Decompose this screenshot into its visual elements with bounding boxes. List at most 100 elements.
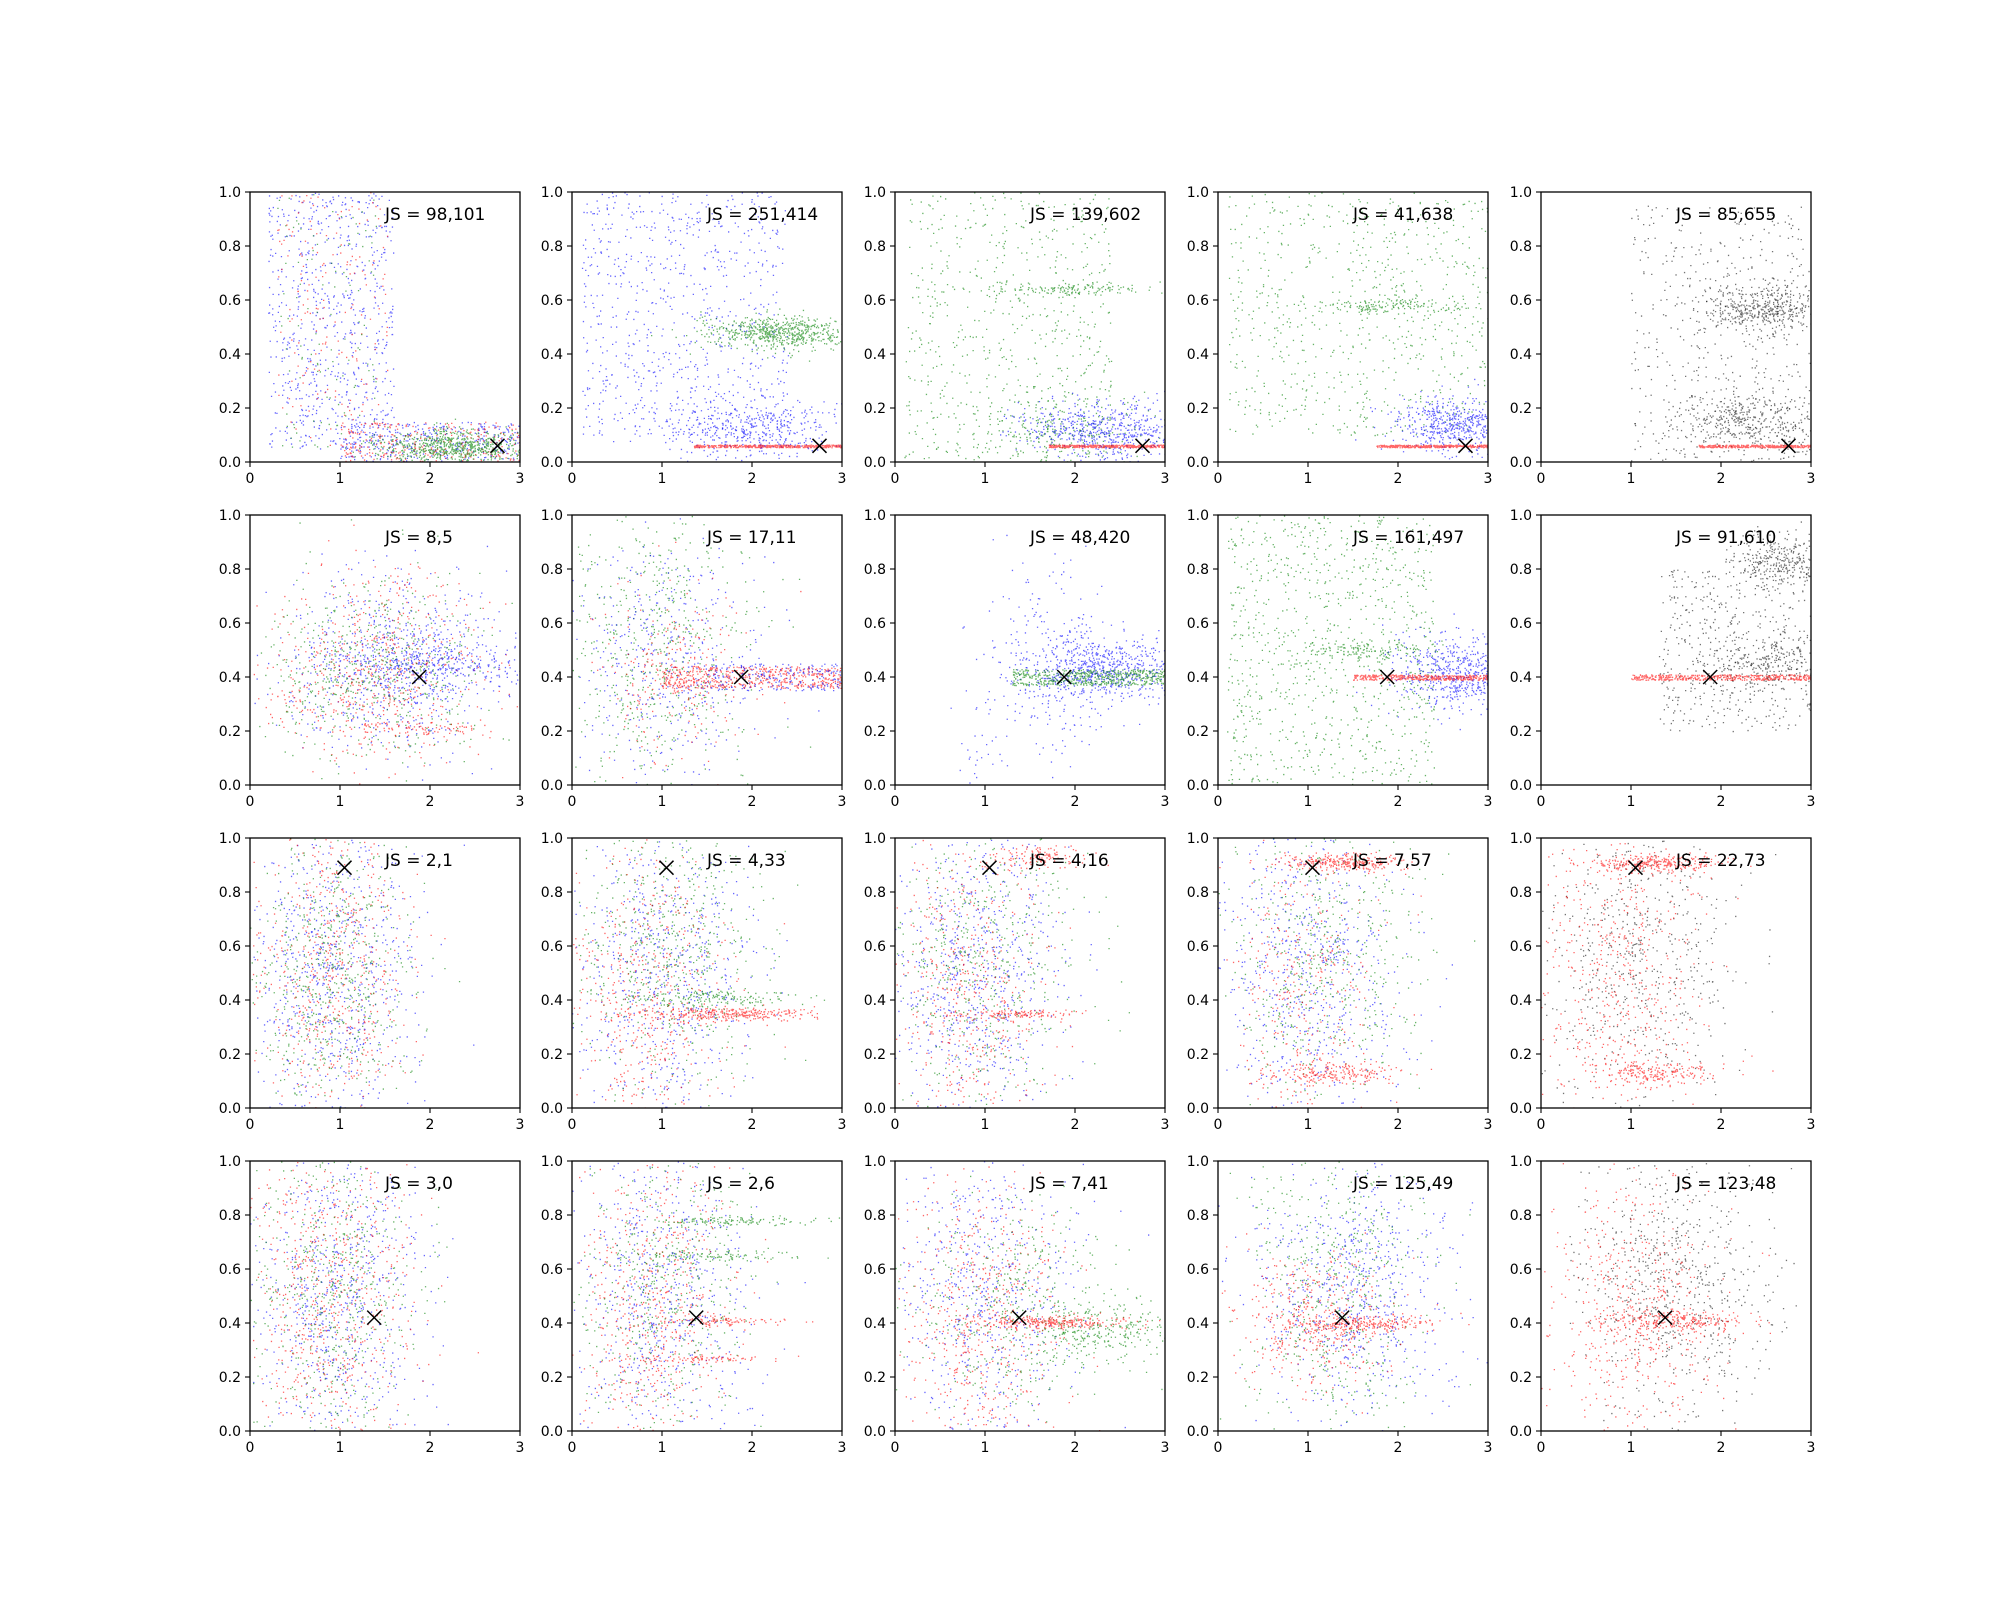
y-tick-label: 0.8 <box>1187 562 1209 578</box>
js-annotation: JS = 91,610 <box>1675 528 1776 548</box>
y-tick-label: 0.0 <box>1510 455 1532 471</box>
x-tick-label: 0 <box>891 1117 900 1133</box>
y-tick-label: 0.0 <box>1510 778 1532 794</box>
y-tick-label: 0.8 <box>1510 239 1532 255</box>
x-marker-icon <box>366 1310 382 1326</box>
y-tick-label: 0.0 <box>219 455 241 471</box>
y-tick-label: 0.6 <box>219 1262 241 1278</box>
scatter-points <box>1218 1161 1488 1431</box>
js-annotation: JS = 4,16 <box>1029 851 1109 871</box>
series-red <box>1631 674 1811 681</box>
axes-frame <box>1217 191 1489 463</box>
x-tick-label: 2 <box>748 471 757 487</box>
y-tick-label: 1.0 <box>219 1154 241 1170</box>
y-tick-label: 0.8 <box>1510 885 1532 901</box>
x-tick-label: 3 <box>516 1117 525 1133</box>
x-tick-label: 3 <box>1161 1440 1170 1456</box>
series-blue <box>1218 1162 1488 1431</box>
y-tick-label: 0.0 <box>1187 455 1209 471</box>
x-marker-icon <box>981 860 998 876</box>
y-tick-label: 0.6 <box>1510 616 1532 632</box>
subplot-13: 0 1 2 3 0.0 0.2 0.4 0.6 0.8 1.0 JS = 4,16 <box>864 831 1170 1133</box>
scatter-points <box>572 839 826 1108</box>
js-annotation: JS = 98,101 <box>384 205 485 225</box>
x-tick-label: 0 <box>246 471 255 487</box>
x-tick-label: 2 <box>1071 471 1080 487</box>
y-tick-label: 0.0 <box>1187 1101 1209 1117</box>
js-annotation: JS = 17,11 <box>706 528 797 548</box>
js-annotation: JS = 123,48 <box>1675 1174 1776 1194</box>
axes-frame <box>894 837 1166 1109</box>
y-tick-label: 0.2 <box>1510 724 1532 740</box>
x-tick-label: 0 <box>568 471 577 487</box>
y-tick-label: 0.2 <box>1187 401 1209 417</box>
scatter-points <box>581 192 842 462</box>
x-tick-label: 2 <box>748 794 757 810</box>
y-tick-label: 0.6 <box>541 293 563 309</box>
series-blue <box>340 421 520 462</box>
js-annotation: JS = 7,57 <box>1352 851 1432 871</box>
x-tick-label: 0 <box>568 1117 577 1133</box>
x-tick-label: 1 <box>1627 1440 1636 1456</box>
scatter-points <box>1631 205 1811 462</box>
x-tick-label: 3 <box>516 1440 525 1456</box>
series-blue <box>1000 390 1165 462</box>
x-marker-icon <box>658 860 675 876</box>
series-blue <box>581 192 790 436</box>
series-red <box>1353 674 1488 681</box>
y-tick-label: 0.4 <box>219 993 241 1009</box>
y-tick-label: 0.0 <box>219 1424 241 1440</box>
y-tick-label: 1.0 <box>1187 1154 1209 1170</box>
y-tick-label: 0.6 <box>219 939 241 955</box>
y-tick-label: 0.0 <box>864 1424 886 1440</box>
y-tick-label: 0.2 <box>1510 1370 1532 1386</box>
y-tick-label: 0.0 <box>1187 1424 1209 1440</box>
y-tick-label: 0.0 <box>219 778 241 794</box>
x-tick-label: 1 <box>981 1117 990 1133</box>
y-tick-label: 0.6 <box>1187 1262 1209 1278</box>
axes-frame <box>894 191 1166 463</box>
y-tick-label: 1.0 <box>1510 1154 1532 1170</box>
subplot-14: 0 1 2 3 0.0 0.2 0.4 0.6 0.8 1.0 JS = 7,57 <box>1187 831 1493 1133</box>
x-marker-icon <box>1780 438 1797 454</box>
series-red <box>986 844 1109 874</box>
y-tick-label: 0.8 <box>219 562 241 578</box>
x-tick-label: 3 <box>838 1117 847 1133</box>
series-green <box>646 1214 841 1229</box>
x-tick-label: 3 <box>1161 794 1170 810</box>
scatter-points <box>904 192 1165 462</box>
y-tick-label: 0.6 <box>864 1262 886 1278</box>
series-blue <box>572 841 788 1108</box>
x-tick-label: 2 <box>1071 1117 1080 1133</box>
y-tick-label: 0.0 <box>864 778 886 794</box>
y-tick-label: 0.4 <box>1510 347 1532 363</box>
y-tick-label: 0.4 <box>1187 347 1209 363</box>
y-tick-label: 0.8 <box>219 1208 241 1224</box>
y-tick-label: 0.8 <box>864 885 886 901</box>
series-red <box>1219 851 1419 875</box>
js-annotation: JS = 85,655 <box>1675 205 1776 225</box>
subplot-20: 0 1 2 3 0.0 0.2 0.4 0.6 0.8 1.0 JS = 123,48 <box>1510 1154 1816 1456</box>
x-tick-label: 3 <box>516 471 525 487</box>
y-tick-label: 0.4 <box>541 347 563 363</box>
series-blue <box>250 1162 454 1431</box>
x-tick-label: 0 <box>1214 794 1223 810</box>
y-tick-label: 0.2 <box>1187 1047 1209 1063</box>
y-tick-label: 0.8 <box>1187 1208 1209 1224</box>
y-tick-label: 0.0 <box>541 1424 563 1440</box>
x-tick-label: 1 <box>1304 794 1313 810</box>
y-tick-label: 0.2 <box>219 724 241 740</box>
subplot-4: 0 1 2 3 0.0 0.2 0.4 0.6 0.8 1.0 JS = 41,638 <box>1187 185 1493 487</box>
x-tick-label: 2 <box>1717 1117 1726 1133</box>
scatter-points <box>950 534 1165 784</box>
subplot-11: 0 1 2 3 0.0 0.2 0.4 0.6 0.8 1.0 JS = 2,1 <box>219 831 525 1133</box>
scatter-points <box>895 838 1130 1108</box>
scatter-points <box>1631 521 1811 733</box>
y-tick-label: 0.6 <box>1187 293 1209 309</box>
y-tick-label: 1.0 <box>1187 508 1209 524</box>
x-marker-icon <box>489 438 506 454</box>
series-blue <box>256 619 519 703</box>
y-tick-label: 1.0 <box>1510 508 1532 524</box>
x-tick-label: 1 <box>981 794 990 810</box>
